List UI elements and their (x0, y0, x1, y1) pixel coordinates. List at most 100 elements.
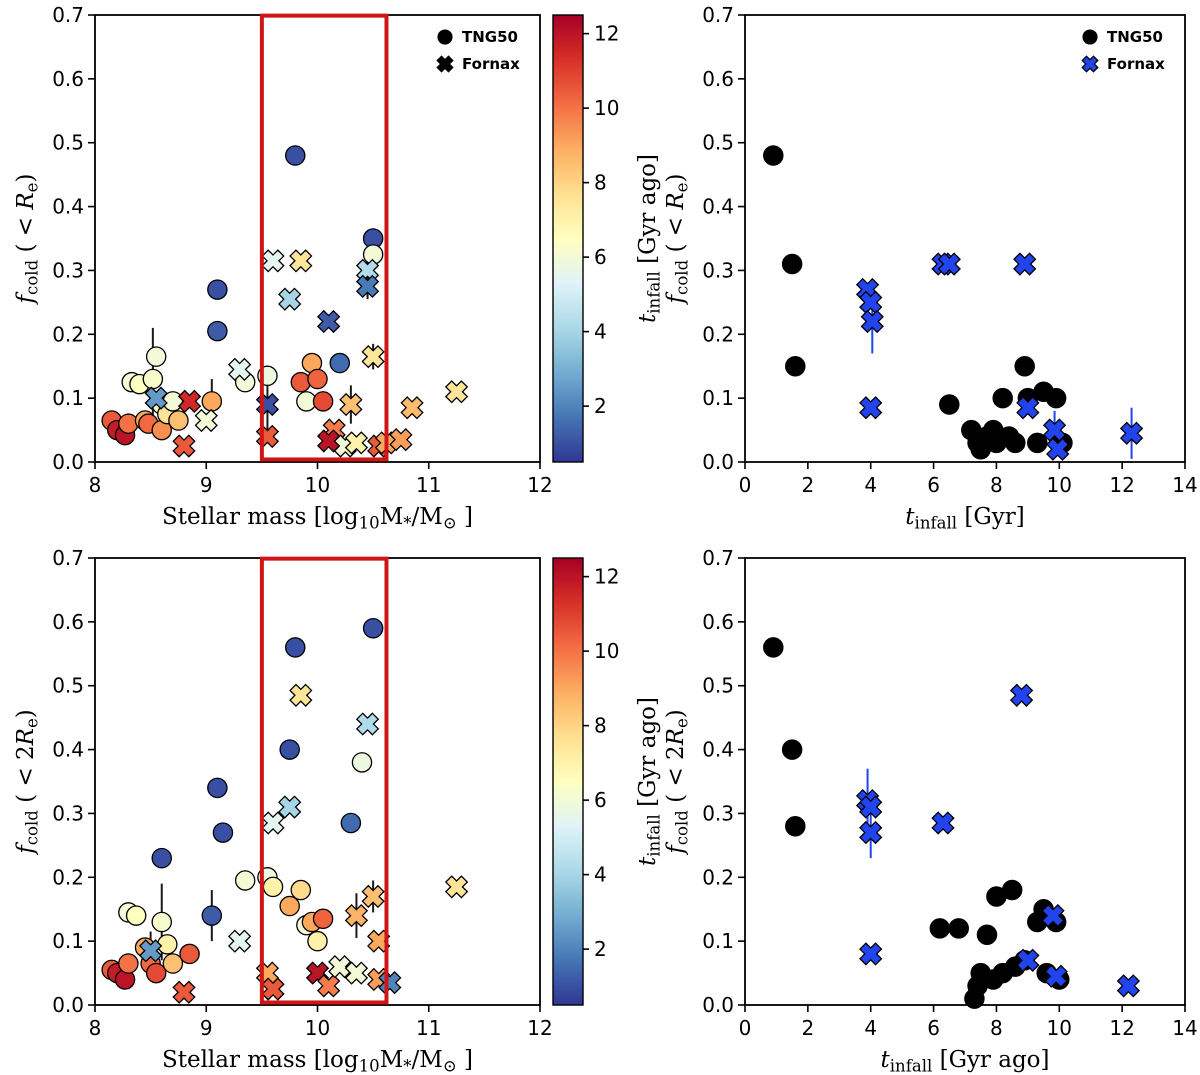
data-point-circle-tng50 (307, 368, 328, 390)
legend-x-marker-icon (1079, 53, 1101, 75)
data-point-circle-tng50 (125, 905, 147, 926)
colorbar-tick-label: 4 (594, 863, 607, 887)
y-tick-label: 0.6 (52, 610, 84, 634)
y-tick-label: 0.5 (702, 131, 734, 155)
x-tick-label: 2 (801, 473, 814, 497)
data-point-circle-tng50 (179, 943, 200, 965)
data-point-x-fornax (168, 977, 199, 1008)
data-point-x-fornax (274, 791, 305, 822)
data-point-circle-tng50 (763, 637, 784, 658)
legend: TNG50 Fornax (434, 28, 520, 75)
y-tick-label: 0.0 (702, 450, 734, 474)
y-tick-label: 0.2 (702, 865, 734, 889)
data-point-circle-tng50 (207, 279, 228, 300)
data-point-x-fornax (168, 430, 199, 461)
x-tick-label: 6 (927, 1016, 940, 1040)
legend-label: Fornax (1107, 55, 1165, 73)
x-axis-label: Stellar mass [log10M*/M⊙ ] (162, 1047, 473, 1075)
x-tick-label: 9 (200, 473, 213, 497)
legend-label: TNG50 (1107, 28, 1163, 46)
data-point-circle-tng50 (207, 320, 228, 342)
axes-frame (744, 14, 1186, 463)
y-tick-label: 0.6 (702, 610, 734, 634)
colorbar-tick-label: 4 (594, 320, 607, 344)
x-tick-label: 4 (864, 1016, 877, 1040)
y-tick-label: 0.6 (52, 67, 84, 91)
y-tick-label: 0.2 (702, 322, 734, 346)
y-tick-label: 0.7 (52, 546, 84, 570)
y-tick-label: 0.3 (52, 258, 84, 282)
data-point-x-fornax (174, 386, 205, 417)
data-point-x-fornax (352, 708, 383, 739)
y-tick-label: 0.1 (52, 929, 84, 953)
data-point-circle-tng50 (201, 391, 223, 412)
data-point-circle-tng50 (362, 617, 384, 639)
data-point-circle-tng50 (145, 962, 167, 984)
colorbar-gradient (552, 14, 584, 463)
y-tick-label: 0.0 (52, 993, 84, 1017)
x-axis-label: tinfall [Gyr] (905, 504, 1024, 533)
data-point-x-fornax (358, 881, 389, 912)
data-point-circle-tng50 (763, 145, 784, 166)
x-tick-label: 8 (990, 1016, 1003, 1040)
y-tick-label: 0.4 (702, 195, 734, 219)
colorbar-tick-label: 12 (594, 22, 619, 46)
colorbar-bottom-left: 2 4 6 8 10 12 tinfall [Gyr ago] (552, 557, 664, 1006)
data-point-circle-tng50 (212, 822, 234, 843)
data-point-circle-tng50 (351, 752, 373, 773)
data-point-circle-tng50 (142, 368, 164, 390)
colorbar-tick-label: 10 (594, 639, 619, 663)
data-point-x-fornax (855, 392, 886, 423)
data-point-circle-tng50 (1027, 432, 1048, 454)
data-point-circle-tng50 (262, 876, 284, 898)
colorbar-tick-label: 2 (594, 394, 607, 418)
x-axis-label: Stellar mass [log10M*/M⊙ ] (162, 504, 473, 533)
data-point-x-fornax (135, 935, 166, 966)
legend: TNG50 Fornax (1079, 28, 1165, 75)
colorbar-tick-label: 6 (594, 788, 607, 812)
panel-top-right: 0 2 4 6 8 10 12 14 0.0 0.1 0.2 0.3 0.4 0.5 0.6 0.7 tinfa… (663, 3, 1198, 533)
data-point-circle-tng50 (312, 908, 334, 930)
x-tick-label: 12 (527, 473, 552, 497)
data-point-x-fornax (855, 791, 886, 822)
panel-top-left: 8 9 10 11 12 0.0 0.1 0.2 0.3 0.4 0.5 0.6 0.7 Stellar … (13, 3, 553, 533)
data-point-x-fornax (934, 248, 965, 279)
data-point-circle-tng50 (279, 895, 300, 917)
x-tick-label: 10 (1047, 473, 1072, 497)
data-point-circle-tng50 (151, 911, 172, 933)
data-point-x-fornax (257, 807, 288, 838)
data-point-x-fornax (313, 306, 344, 337)
axes-frame (744, 557, 1186, 1006)
y-tick-label: 0.3 (702, 801, 734, 825)
x-tick-label: 14 (1172, 1016, 1197, 1040)
colorbar-tick-label: 8 (594, 714, 607, 738)
y-tick-label: 0.7 (52, 3, 84, 27)
x-tick-label: 12 (1109, 1016, 1134, 1040)
x-tick-label: 10 (305, 473, 330, 497)
y-tick-label: 0.3 (52, 801, 84, 825)
colorbar-top-left: 2 4 6 8 10 12 tinfall [Gyr ago] (552, 14, 664, 463)
x-tick-label: 14 (1172, 473, 1197, 497)
data-point-x-fornax (1012, 392, 1043, 423)
y-tick-label: 0.7 (702, 3, 734, 27)
x-tick-label: 11 (416, 1016, 441, 1040)
y-axis-label: fcold ( < Re) (663, 174, 692, 306)
x-tick-label: 2 (801, 1016, 814, 1040)
y-tick-label: 0.1 (702, 929, 734, 953)
data-point-x-fornax (257, 245, 288, 276)
data-point-circle-tng50 (1014, 355, 1035, 377)
data-point-circle-tng50 (976, 924, 998, 946)
data-point-x-fornax (857, 306, 888, 337)
y-tick-label: 0.1 (52, 386, 84, 410)
data-point-circle-tng50 (151, 847, 172, 869)
data-point-x-fornax (141, 383, 172, 414)
colorbar-axis-label: tinfall [Gyr ago] (635, 697, 664, 866)
y-tick-label: 0.4 (52, 738, 84, 762)
data-point-circle-tng50 (207, 777, 228, 799)
data-point-x-fornax (1041, 961, 1072, 992)
y-tick-label: 0.6 (702, 67, 734, 91)
y-tick-label: 0.1 (702, 386, 734, 410)
data-point-x-fornax (1116, 418, 1147, 449)
